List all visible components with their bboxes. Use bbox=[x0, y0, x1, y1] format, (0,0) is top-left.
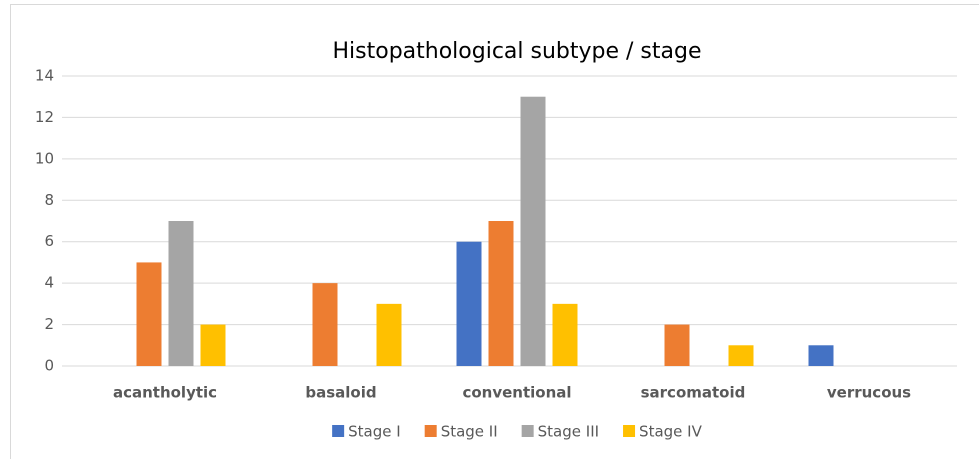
legend-swatch bbox=[424, 425, 437, 437]
y-tick-label: 4 bbox=[44, 274, 54, 292]
legend-label: Stage I bbox=[348, 423, 401, 441]
legend-swatch bbox=[332, 425, 345, 437]
y-tick-label: 8 bbox=[44, 191, 54, 209]
legend-swatch bbox=[521, 425, 534, 437]
bar bbox=[552, 303, 578, 366]
bar bbox=[456, 241, 482, 366]
y-tick-label: 10 bbox=[35, 149, 54, 167]
x-tick-label: conventional bbox=[462, 384, 571, 402]
y-tick-label: 14 bbox=[35, 67, 54, 85]
legend-label: Stage II bbox=[441, 423, 498, 441]
bar bbox=[200, 324, 226, 366]
y-tick-label: 2 bbox=[44, 315, 54, 333]
legend-label: Stage III bbox=[538, 423, 599, 441]
legend-swatch bbox=[623, 425, 636, 437]
bar bbox=[168, 221, 194, 366]
bar bbox=[488, 221, 514, 366]
y-tick-label: 0 bbox=[44, 357, 54, 375]
bar bbox=[136, 262, 162, 366]
x-tick-label: acantholytic bbox=[113, 384, 217, 402]
chart-title: Histopathological subtype / stage bbox=[333, 39, 702, 64]
bar bbox=[728, 345, 754, 366]
x-tick-label: verrucous bbox=[827, 384, 911, 402]
bar bbox=[520, 96, 546, 366]
y-tick-label: 6 bbox=[44, 232, 54, 250]
bar bbox=[664, 324, 690, 366]
legend-label: Stage IV bbox=[639, 423, 703, 441]
x-tick-label: sarcomatoid bbox=[641, 384, 746, 402]
bar bbox=[376, 303, 402, 366]
bar bbox=[808, 345, 834, 366]
y-tick-label: 12 bbox=[35, 108, 54, 126]
x-tick-label: basaloid bbox=[305, 384, 376, 402]
bar bbox=[312, 283, 338, 366]
